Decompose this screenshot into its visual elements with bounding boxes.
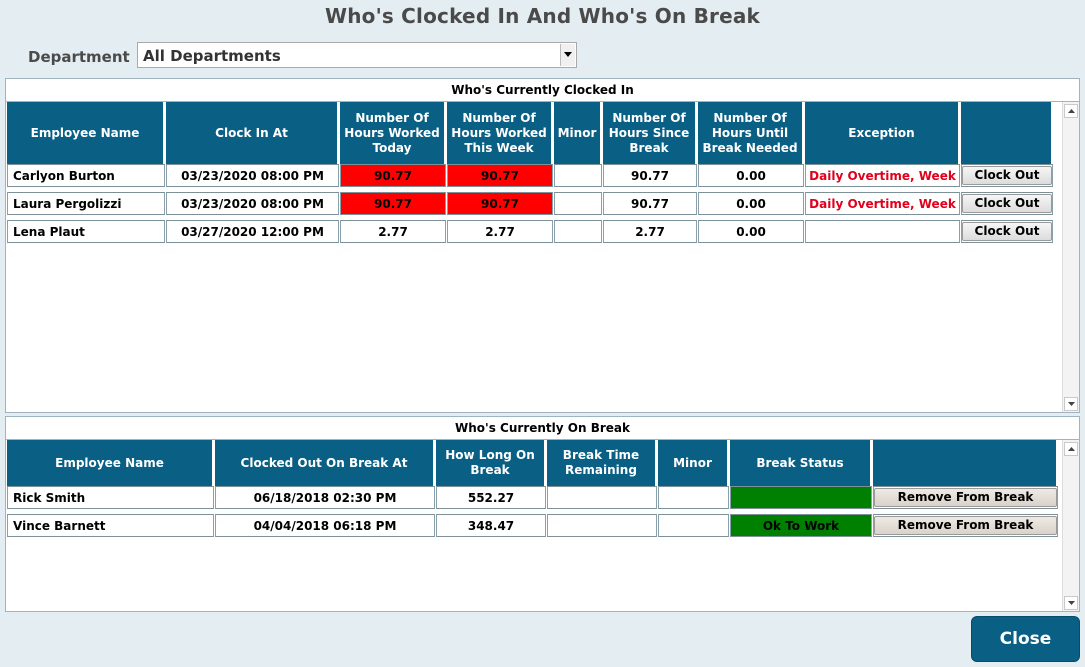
action-cell: Remove From Break <box>873 514 1058 537</box>
action-cell: Clock Out <box>961 164 1053 187</box>
scroll-up-icon[interactable] <box>1064 104 1078 118</box>
action-cell: Clock Out <box>961 192 1053 215</box>
on-break-scrollbar[interactable] <box>1062 440 1079 611</box>
on-break-title: Who's Currently On Break <box>6 417 1079 440</box>
department-select[interactable]: All Departments <box>137 42 577 68</box>
how-long-on-break: 348.47 <box>436 514 546 537</box>
clocked-in-scrollbar[interactable] <box>1062 102 1079 412</box>
col-action <box>873 440 1058 486</box>
col-minor: Minor <box>658 440 729 486</box>
hours-week: 90.77 <box>447 164 553 187</box>
table-row: Carlyon Burton 03/23/2020 08:00 PM 90.77… <box>7 164 1053 187</box>
col-exception: Exception <box>805 102 960 164</box>
break-status: Ok To Work <box>730 514 872 537</box>
action-cell: Clock Out <box>961 220 1053 243</box>
clock-out-button[interactable]: Clock Out <box>962 194 1052 213</box>
col-how-long: How Long On Break <box>436 440 546 486</box>
department-label: Department <box>28 48 130 66</box>
employee-name: Laura Pergolizzi <box>7 192 165 215</box>
hours-until-break: 0.00 <box>698 164 804 187</box>
break-remaining <box>547 514 657 537</box>
col-employee-name: Employee Name <box>7 102 165 164</box>
hours-until-break: 0.00 <box>698 192 804 215</box>
clock-out-button[interactable]: Clock Out <box>962 166 1052 185</box>
remove-from-break-button[interactable]: Remove From Break <box>874 516 1057 535</box>
break-status <box>730 486 872 509</box>
col-minor: Minor <box>554 102 602 164</box>
hours-since-break: 2.77 <box>603 220 697 243</box>
table-row: Lena Plaut 03/27/2020 12:00 PM 2.77 2.77… <box>7 220 1053 243</box>
on-break-panel: Who's Currently On Break Employee Name C… <box>5 416 1080 612</box>
exception: Daily Overtime, Week <box>805 192 960 215</box>
hours-since-break: 90.77 <box>603 192 697 215</box>
clocked-out-at: 04/04/2018 06:18 PM <box>215 514 435 537</box>
chevron-down-icon[interactable] <box>560 44 575 66</box>
on-break-table: Employee Name Clocked Out On Break At Ho… <box>6 440 1059 537</box>
col-hours-until-break: Number Of Hours Until Break Needed <box>698 102 804 164</box>
hours-today: 2.77 <box>340 220 446 243</box>
table-row: Rick Smith 06/18/2018 02:30 PM 552.27 Re… <box>7 486 1058 509</box>
clocked-in-panel: Who's Currently Clocked In Employee Name… <box>5 78 1080 413</box>
employee-name: Rick Smith <box>7 486 214 509</box>
col-action <box>961 102 1053 164</box>
hours-today: 90.77 <box>340 164 446 187</box>
scroll-up-icon[interactable] <box>1064 442 1078 456</box>
hours-week: 90.77 <box>447 192 553 215</box>
col-clocked-out-at: Clocked Out On Break At <box>215 440 435 486</box>
col-break-remaining: Break Time Remaining <box>547 440 657 486</box>
how-long-on-break: 552.27 <box>436 486 546 509</box>
hours-until-break: 0.00 <box>698 220 804 243</box>
clock-in-at: 03/27/2020 12:00 PM <box>166 220 339 243</box>
minor <box>554 164 602 187</box>
close-button[interactable]: Close <box>971 616 1080 662</box>
minor <box>554 220 602 243</box>
clock-in-at: 03/23/2020 08:00 PM <box>166 164 339 187</box>
employee-name: Carlyon Burton <box>7 164 165 187</box>
col-employee-name: Employee Name <box>7 440 214 486</box>
col-break-status: Break Status <box>730 440 872 486</box>
exception: Daily Overtime, Week <box>805 164 960 187</box>
minor <box>658 514 729 537</box>
action-cell: Remove From Break <box>873 486 1058 509</box>
scroll-down-icon[interactable] <box>1064 596 1078 610</box>
clocked-in-table: Employee Name Clock In At Number Of Hour… <box>6 102 1054 243</box>
clocked-out-at: 06/18/2018 02:30 PM <box>215 486 435 509</box>
clocked-in-title: Who's Currently Clocked In <box>6 79 1079 102</box>
col-hours-today: Number Of Hours Worked Today <box>340 102 446 164</box>
page-title: Who's Clocked In And Who's On Break <box>324 4 761 28</box>
col-clock-in-at: Clock In At <box>166 102 339 164</box>
break-remaining <box>547 486 657 509</box>
employee-name: Vince Barnett <box>7 514 214 537</box>
minor <box>554 192 602 215</box>
table-row: Laura Pergolizzi 03/23/2020 08:00 PM 90.… <box>7 192 1053 215</box>
department-select-value: All Departments <box>143 47 281 65</box>
col-hours-since-break: Number Of Hours Since Break <box>603 102 697 164</box>
clock-out-button[interactable]: Clock Out <box>962 222 1052 241</box>
clock-in-at: 03/23/2020 08:00 PM <box>166 192 339 215</box>
employee-name: Lena Plaut <box>7 220 165 243</box>
hours-since-break: 90.77 <box>603 164 697 187</box>
exception <box>805 220 960 243</box>
remove-from-break-button[interactable]: Remove From Break <box>874 488 1057 507</box>
col-hours-week: Number Of Hours Worked This Week <box>447 102 553 164</box>
scroll-down-icon[interactable] <box>1064 397 1078 411</box>
table-row: Vince Barnett 04/04/2018 06:18 PM 348.47… <box>7 514 1058 537</box>
hours-today: 90.77 <box>340 192 446 215</box>
hours-week: 2.77 <box>447 220 553 243</box>
minor <box>658 486 729 509</box>
